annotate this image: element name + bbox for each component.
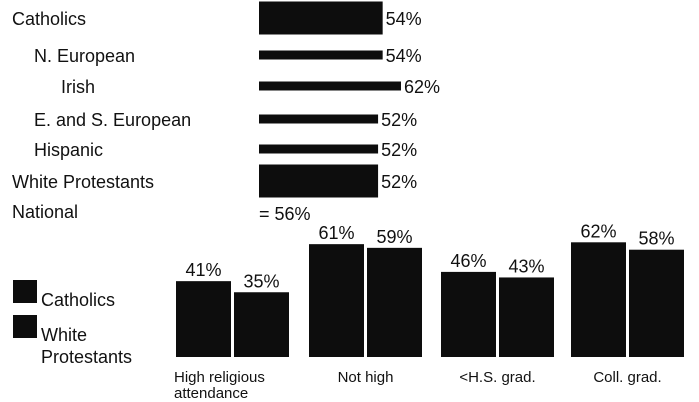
bar [259,1,383,35]
tick-label: Not high [338,369,394,386]
bar [259,81,401,91]
bar [571,242,626,357]
data-label: 58% [638,229,674,249]
tick-label: High religious [174,369,265,386]
row-label: Hispanic [34,140,103,160]
reference-label: = 56% [259,204,311,224]
data-label: 62% [404,77,440,97]
legend-label: White [41,325,87,345]
data-label: 54% [386,46,422,66]
row-label: E. and S. European [34,110,191,130]
data-label: 52% [381,172,417,192]
bar [499,277,554,357]
data-label: 52% [381,110,417,130]
tick-label: <H.S. grad. [459,369,535,386]
data-label: 35% [243,271,279,291]
row-label: Catholics [12,9,86,29]
bar [309,244,364,357]
row-label: N. European [34,46,135,66]
tick-label: attendance [174,385,248,402]
bar [259,50,383,60]
tick-label: Coll. grad. [593,369,661,386]
legend-label: Protestants [41,347,132,367]
bar [259,114,379,124]
bar [629,249,684,357]
legend-swatch [13,315,37,338]
legend-label: Catholics [41,290,115,310]
bar [259,164,379,198]
legend-swatch [13,280,37,303]
data-label: 46% [450,251,486,271]
row-label: Irish [61,77,95,97]
bar [259,144,379,154]
row-label: White Protestants [12,172,154,192]
data-label: 62% [580,221,616,241]
row-label: National [12,202,78,222]
data-label: 52% [381,140,417,160]
data-label: 43% [508,256,544,276]
data-label: 59% [376,227,412,247]
bar [234,292,289,357]
bar [367,247,422,357]
bar [176,281,231,357]
data-label: 61% [318,223,354,243]
data-label: 54% [386,9,422,29]
data-label: 41% [185,260,221,280]
bar [441,271,496,357]
